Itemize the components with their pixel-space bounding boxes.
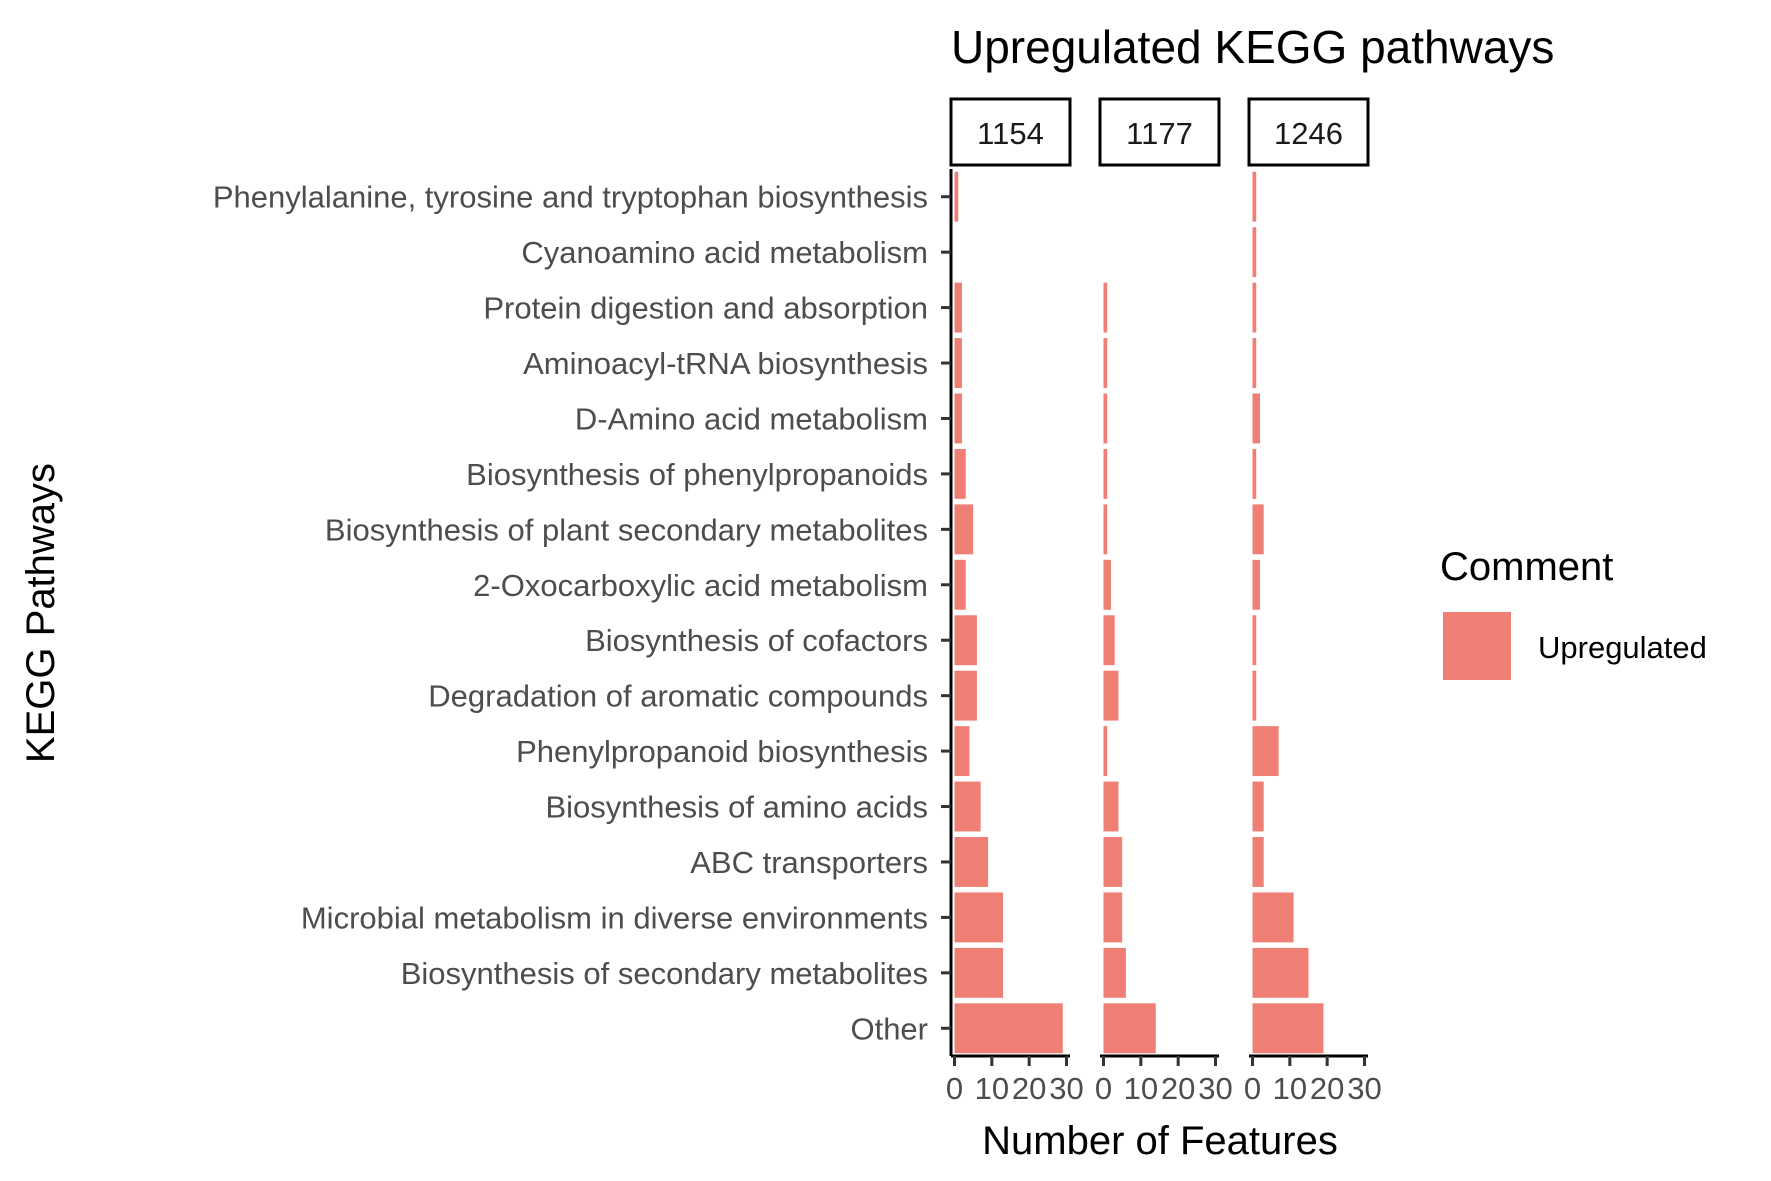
legend-key-upregulated [1443,612,1511,680]
bar-1246-phenylalanine-tyrosine-and-tryptophan-biosynthesis [1252,171,1257,222]
x-tick-label: 20 [1161,1071,1195,1106]
category-label-protein-digestion-and-absorption: Protein digestion and absorption [483,291,928,326]
bar-1154-biosynthesis-of-cofactors [954,615,977,666]
category-label-biosynthesis-of-phenylpropanoids: Biosynthesis of phenylpropanoids [466,457,928,492]
bar-1246-biosynthesis-of-secondary-metabolites [1252,947,1309,998]
bar-1154-phenylpropanoid-biosynthesis [954,726,970,777]
bar-1177-biosynthesis-of-amino-acids [1103,781,1119,832]
category-label-phenylalanine-tyrosine-and-tryptophan-biosynthesis: Phenylalanine, tyrosine and tryptophan b… [213,180,928,215]
facet-strip-label: 1246 [1274,116,1343,151]
facet-strip-1177 [1098,97,1221,167]
x-tick-label: 10 [1124,1071,1158,1106]
bar-1154-biosynthesis-of-phenylpropanoids [954,448,966,499]
facet-strip-label: 1154 [977,116,1044,151]
x-tick-label: 10 [975,1071,1009,1106]
bar-1177-biosynthesis-of-cofactors [1103,615,1115,666]
x-tick-label: 0 [1244,1071,1261,1106]
category-label-microbial-metabolism-in-diverse-environments: Microbial metabolism in diverse environm… [301,900,928,935]
bar-1177-abc-transporters [1103,837,1123,887]
bar-1246-other [1252,1003,1324,1054]
bar-1177-2-oxocarboxylic-acid-metabolism [1103,559,1111,610]
legend-label-upregulated: Upregulated [1538,630,1707,665]
category-label-phenylpropanoid-biosynthesis: Phenylpropanoid biosynthesis [516,734,928,769]
bar-1246-cyanoamino-acid-metabolism [1252,227,1257,278]
facet-strip-1154 [949,97,1072,167]
facet-panel-1177: 1177 0 10 20 30 [1095,97,1233,1106]
bar-1246-protein-digestion-and-absorption [1252,282,1257,333]
bar-1177-phenylpropanoid-biosynthesis [1103,726,1108,777]
bar-1154-phenylalanine-tyrosine-and-tryptophan-biosynthesis [954,171,959,222]
category-label-degradation-of-aromatic-compounds: Degradation of aromatic compounds [428,679,928,714]
bar-1246-biosynthesis-of-cofactors [1252,615,1257,666]
x-axis-title: Number of Features [982,1119,1338,1163]
bar-1246-biosynthesis-of-phenylpropanoids [1252,448,1257,499]
category-label-aminoacyl-trna-biosynthesis: Aminoacyl-tRNA biosynthesis [523,346,928,381]
bar-1246-degradation-of-aromatic-compounds [1252,670,1257,721]
bar-1154-other [954,1003,1063,1054]
bar-1154-biosynthesis-of-secondary-metabolites [954,947,1004,998]
x-tick-label: 10 [1273,1071,1307,1106]
x-tick-label: 0 [946,1071,963,1106]
bar-1154-degradation-of-aromatic-compounds [954,670,977,721]
facet-strip-label: 1177 [1126,116,1193,151]
x-tick-label: 30 [1049,1071,1083,1106]
category-label-d-amino-acid-metabolism: D-Amino acid metabolism [575,401,928,436]
bar-1154-biosynthesis-of-plant-secondary-metabolites [954,504,974,555]
bar-1246-biosynthesis-of-amino-acids [1252,781,1264,832]
category-label-2-oxocarboxylic-acid-metabolism: 2-Oxocarboxylic acid metabolism [473,568,928,603]
bar-1246-biosynthesis-of-plant-secondary-metabolites [1252,504,1264,555]
bar-1246-aminoacyl-trna-biosynthesis [1252,338,1257,388]
bar-1246-abc-transporters [1252,837,1264,887]
x-tick-label: 30 [1347,1071,1381,1106]
bar-1177-biosynthesis-of-secondary-metabolites [1103,947,1126,998]
facet-panel-1246: 1246 0 10 20 30 [1244,97,1382,1106]
bar-1154-protein-digestion-and-absorption [954,282,962,333]
chart-title: Upregulated KEGG pathways [951,21,1554,73]
x-tick-label: 20 [1012,1071,1046,1106]
category-label-biosynthesis-of-secondary-metabolites: Biosynthesis of secondary metabolites [401,956,928,991]
bar-1154-aminoacyl-trna-biosynthesis [954,338,962,388]
bar-1177-d-amino-acid-metabolism [1103,393,1108,444]
bar-1246-2-oxocarboxylic-acid-metabolism [1252,559,1260,610]
bar-1177-microbial-metabolism-in-diverse-environments [1103,892,1123,943]
facet-strip-1246 [1247,97,1370,167]
y-axis-title: KEGG Pathways [19,463,63,763]
legend-title: Comment [1440,545,1613,589]
category-label-abc-transporters: ABC transporters [690,845,928,880]
bar-1154-abc-transporters [954,837,989,887]
bar-1154-2-oxocarboxylic-acid-metabolism [954,559,966,610]
bar-1246-d-amino-acid-metabolism [1252,393,1260,444]
category-label-other: Other [850,1011,928,1046]
legend: Comment Upregulated [1440,545,1707,680]
category-label-biosynthesis-of-amino-acids: Biosynthesis of amino acids [545,790,928,825]
bar-1177-degradation-of-aromatic-compounds [1103,670,1119,721]
x-tick-label: 0 [1095,1071,1112,1106]
facet-panel-1154: 1154 0 10 20 30 [946,97,1084,1106]
category-label-biosynthesis-of-cofactors: Biosynthesis of cofactors [585,623,928,658]
bar-1177-other [1103,1003,1156,1054]
bar-1177-biosynthesis-of-plant-secondary-metabolites [1103,504,1108,555]
bar-1246-phenylpropanoid-biosynthesis [1252,726,1279,777]
bar-1154-biosynthesis-of-amino-acids [954,781,981,832]
bar-1154-microbial-metabolism-in-diverse-environments [954,892,1004,943]
category-labels: Phenylalanine, tyrosine and tryptophan b… [213,180,928,1047]
x-tick-label: 30 [1198,1071,1232,1106]
bar-1177-biosynthesis-of-phenylpropanoids [1103,448,1108,499]
bar-1246-microbial-metabolism-in-diverse-environments [1252,892,1294,943]
category-label-biosynthesis-of-plant-secondary-metabolites: Biosynthesis of plant secondary metaboli… [325,512,928,547]
bar-1177-protein-digestion-and-absorption [1103,282,1108,333]
x-tick-label: 20 [1310,1071,1344,1106]
bar-1177-aminoacyl-trna-biosynthesis [1103,338,1108,388]
category-label-cyanoamino-acid-metabolism: Cyanoamino acid metabolism [521,235,928,270]
bar-1154-d-amino-acid-metabolism [954,393,962,444]
